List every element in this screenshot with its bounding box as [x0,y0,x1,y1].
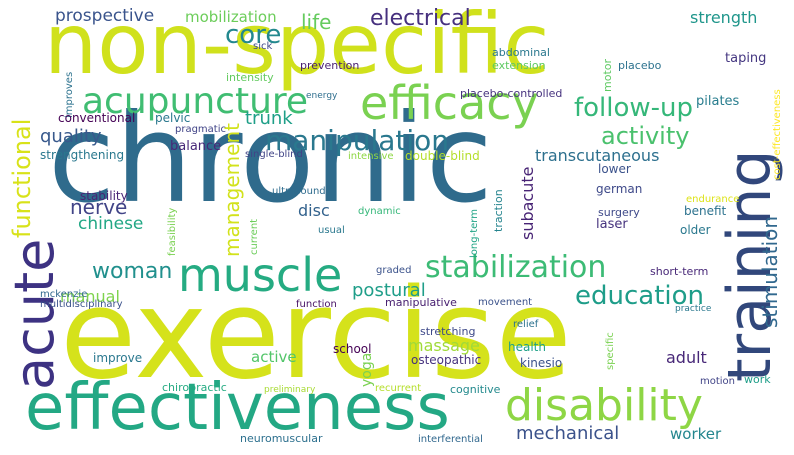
word-cognitive: cognitive [450,383,501,396]
word-motion: motion [700,376,736,387]
word-graded: graded [376,265,412,276]
word-relief: relief [513,319,539,330]
word-neuromuscular: neuromuscular [240,432,323,445]
word-motor: motor [601,58,614,92]
word-subacute: subacute [518,166,537,241]
word-adult: adult [666,348,707,367]
word-short-term: short-term [650,265,709,278]
word-quality: quality [40,126,102,147]
word-non-specific: non-specific [44,0,550,93]
word-movement: movement [478,297,533,308]
word-energy: energy [306,91,338,101]
word-postural: postural [352,280,426,301]
word-placebo: placebo [618,59,662,72]
word-worker: worker [670,425,722,443]
word-education: education [575,281,705,311]
word-mobilization: mobilization [185,8,277,26]
word-efficacy: efficacy [360,76,539,130]
word-long-term: long-term [469,209,480,258]
word-surgery: surgery [598,206,640,219]
word-stability: stability [80,189,128,203]
word-acupuncture: acupuncture [82,81,309,122]
word-manual: manual [60,287,120,306]
word-placebo-controlled: placebo-controlled [460,87,563,100]
word-pragmatic: pragmatic [175,124,227,135]
word-massage: massage [408,336,480,355]
word-work: work [744,373,771,386]
word-ultrasound: ultrasound [272,186,326,197]
word-manipulative: manipulative [385,296,457,309]
word-yoga: yoga [359,352,375,387]
word-strengthening: strengthening [40,148,125,162]
word-preliminary: preliminary [264,385,316,395]
word-prospective: prospective [55,6,155,26]
word-chronic: chronic [48,88,493,230]
word-mckenzie: mckenzie [40,289,88,300]
word-recurrent: recurrent [375,383,422,394]
word-abdominal: abdominal [492,46,550,59]
word-disability: disability [505,380,703,431]
word-mechanical: mechanical [516,423,620,444]
word-cost-effectiveness: cost-effectiveness [772,89,783,180]
word-chiropractic: chiropractic [162,381,227,394]
word-specific: specific [605,332,616,370]
word-health: health [508,340,546,354]
word-single-blind: single-blind [245,149,303,160]
word-balance: balance [170,139,222,154]
word-active: active [251,348,297,366]
word-german: german [596,182,643,196]
word-lower: lower [598,162,631,176]
word-dynamic: dynamic [358,206,401,217]
word-effectiveness: effectiveness [25,371,450,445]
word-interferential: interferential [418,434,483,445]
word-feasibility: feasibility [167,207,178,256]
word-manipulation: manipulation [265,124,450,157]
word-multidisciplinary: multidisciplinary [40,299,123,310]
word-benefit: benefit [684,204,727,218]
word-taping: taping [725,51,767,66]
word-improve: improve [93,351,143,365]
word-stabilization: stabilization [425,250,607,285]
word-stretching: stretching [420,325,476,338]
word-school: school [333,342,372,356]
word-double-blind: double-blind [405,149,480,163]
word-sick: sick [253,41,273,52]
word-prevention: prevention [300,59,360,72]
word-activity: activity [601,122,690,150]
word-intensity: intensity [226,71,274,84]
word-kinesio: kinesio [520,356,563,370]
word-management: management [220,123,244,257]
word-older: older [680,223,711,237]
word-life: life [301,10,332,34]
word-functional: functional [8,118,36,238]
word-laser: laser [596,217,628,232]
word-follow-up: follow-up [574,93,694,123]
word-pilates: pilates [696,94,740,109]
word-current: current [249,218,260,255]
word-endurance: endurance [686,194,740,205]
word-transcutaneous: transcutaneous [535,146,660,165]
word-osteopathic: osteopathic [411,353,482,367]
word-stimulation: stimulation [758,215,782,328]
word-core: core [225,20,282,50]
word-chinese: chinese [78,214,144,234]
word-usual: usual [318,225,345,236]
word-extension: extension [492,59,546,72]
word-pelvic: pelvic [155,111,191,125]
word-disc: disc [298,201,330,220]
word-woman: woman [92,259,173,284]
word-electrical: electrical [370,6,471,31]
word-acute: acute [3,238,66,390]
word-intensive: intensive [348,151,394,162]
word-conventional: conventional [58,111,136,125]
word-nerve: nerve [70,195,128,219]
word-exercise: exercise [60,263,572,407]
word-strength: strength [690,8,758,27]
word-traction: traction [492,189,505,232]
word-muscle: muscle [178,248,343,302]
word-practice: practice [675,304,712,314]
word-trunk: trunk [245,108,293,129]
word-function: function [296,299,337,310]
